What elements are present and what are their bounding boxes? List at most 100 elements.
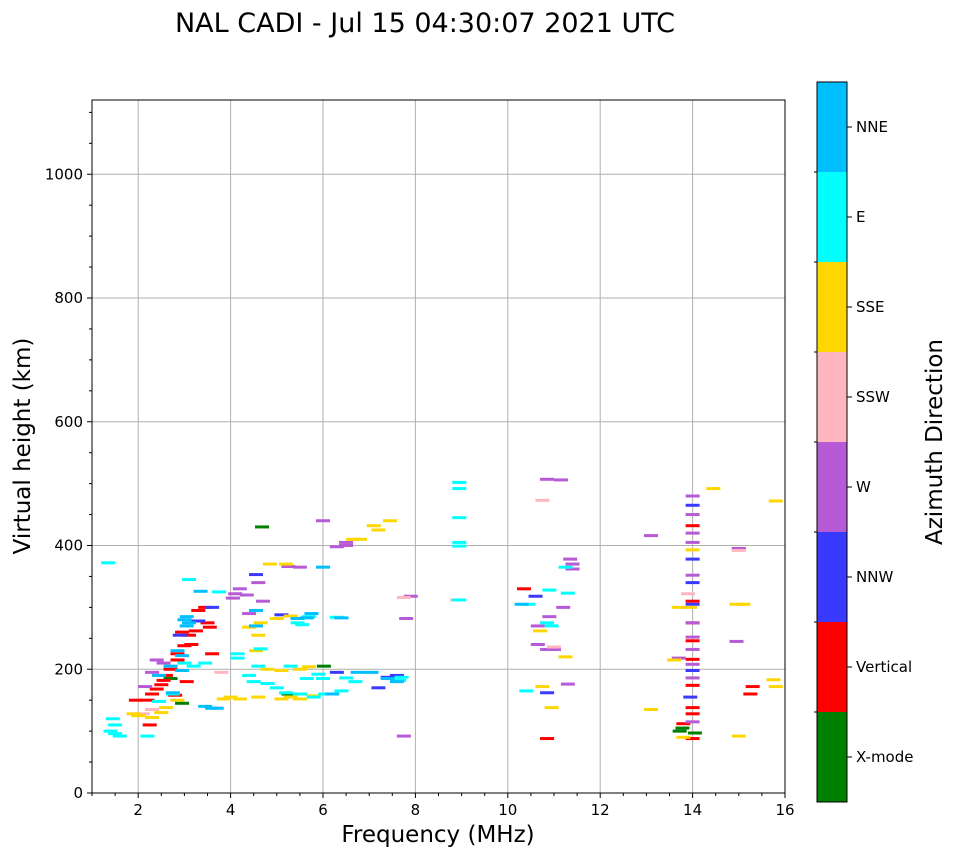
data-point-e: [283, 664, 298, 668]
data-point-e: [299, 677, 314, 681]
data-point-e: [316, 677, 330, 681]
data-point-nnw: [683, 695, 698, 699]
data-point-e: [105, 717, 120, 721]
data-point-vertical: [685, 524, 700, 528]
data-point-w: [685, 531, 700, 535]
data-point-e: [295, 623, 310, 627]
data-point-sse: [216, 697, 231, 701]
colorbar-swatch: [817, 622, 847, 712]
data-point-sse: [249, 649, 264, 653]
data-point-vertical: [516, 587, 531, 591]
data-point-sse: [260, 667, 275, 671]
data-point-e: [103, 729, 118, 733]
data-point-e: [177, 661, 192, 665]
data-point-nnw: [685, 557, 700, 561]
data-point-e: [108, 723, 123, 727]
data-point-sse: [544, 706, 559, 710]
data-point-ssw: [135, 712, 150, 716]
data-point-sse: [667, 658, 682, 662]
data-point-nne: [177, 618, 192, 622]
data-point-w: [540, 477, 555, 481]
x-axis-label: Frequency (MHz): [341, 822, 534, 848]
data-point-nne: [175, 668, 190, 672]
data-point-nne: [249, 624, 264, 628]
data-point-w: [685, 676, 700, 680]
colorbar-swatch: [817, 532, 847, 622]
data-point-sse: [768, 685, 783, 689]
data-point-w: [671, 656, 686, 660]
data-point-vertical: [184, 643, 199, 646]
data-point-sse: [644, 707, 659, 711]
data-point-vertical: [188, 629, 203, 633]
data-points: [101, 477, 783, 741]
data-point-sse: [126, 712, 141, 716]
data-point-vertical: [140, 698, 155, 702]
data-point-nnw: [685, 602, 700, 606]
data-point-nne: [175, 654, 190, 658]
data-point-nnw: [540, 691, 555, 695]
data-point-vertical: [205, 652, 220, 656]
data-point-sse: [706, 487, 721, 491]
data-point-vertical: [149, 687, 164, 691]
data-point-sse: [558, 655, 573, 659]
y-tick-label: 0: [73, 784, 83, 802]
data-point-e: [112, 734, 127, 738]
data-point-e: [290, 621, 305, 625]
data-point-w: [731, 547, 746, 551]
data-point-w: [542, 615, 557, 619]
data-point-w: [530, 624, 545, 628]
data-point-sse: [366, 524, 381, 528]
x-tick-label: 8: [411, 801, 421, 819]
data-point-sse: [154, 711, 169, 715]
data-point-e: [560, 591, 575, 595]
data-point-vertical: [685, 712, 700, 716]
data-point-e: [242, 673, 257, 677]
data-point-w: [292, 565, 307, 569]
data-point-x-mode: [672, 729, 687, 733]
data-point-sse: [292, 667, 307, 671]
data-point-w: [530, 643, 545, 646]
data-point-sse: [535, 685, 550, 689]
data-point-w: [563, 557, 578, 561]
data-point-vertical: [163, 667, 178, 671]
data-point-vertical: [200, 621, 215, 625]
data-point-e: [542, 588, 557, 592]
data-point-nne: [350, 670, 365, 674]
data-point-sse: [251, 695, 266, 699]
data-point-ssw: [680, 592, 695, 596]
data-point-w: [399, 617, 414, 621]
data-point-nne: [325, 692, 340, 696]
data-point-nne: [182, 621, 197, 625]
data-point-nne: [163, 664, 178, 668]
data-point-e: [311, 672, 326, 676]
data-point-vertical: [182, 633, 197, 637]
data-point-e: [108, 732, 123, 736]
data-point-sse: [283, 614, 298, 618]
data-point-x-mode: [316, 664, 331, 668]
colorbar-swatch: [817, 712, 847, 802]
data-point-vertical: [685, 599, 700, 603]
data-point-sse: [269, 617, 284, 621]
data-point-sse: [736, 602, 751, 606]
data-point-e: [452, 598, 467, 602]
data-point-e: [182, 578, 197, 582]
data-point-w: [225, 596, 240, 600]
colorbar-swatch: [817, 82, 847, 172]
data-point-sse: [371, 528, 386, 532]
y-tick-label: 600: [54, 413, 83, 431]
data-point-sse: [283, 695, 298, 699]
data-point-sse: [671, 605, 686, 609]
data-point-nne: [380, 677, 395, 681]
data-point-w: [644, 534, 659, 538]
data-point-nne: [316, 565, 330, 569]
x-axis: 2 4 6 8 10 12 14 16: [91, 793, 795, 819]
data-point-sse: [279, 562, 294, 566]
data-point-e: [452, 480, 467, 484]
data-point-e: [339, 676, 354, 680]
x-tick-label: 6: [318, 801, 328, 819]
data-point-vertical: [685, 639, 700, 643]
colorbar-tick-label: SSE: [856, 298, 885, 316]
data-point-e: [348, 680, 363, 684]
